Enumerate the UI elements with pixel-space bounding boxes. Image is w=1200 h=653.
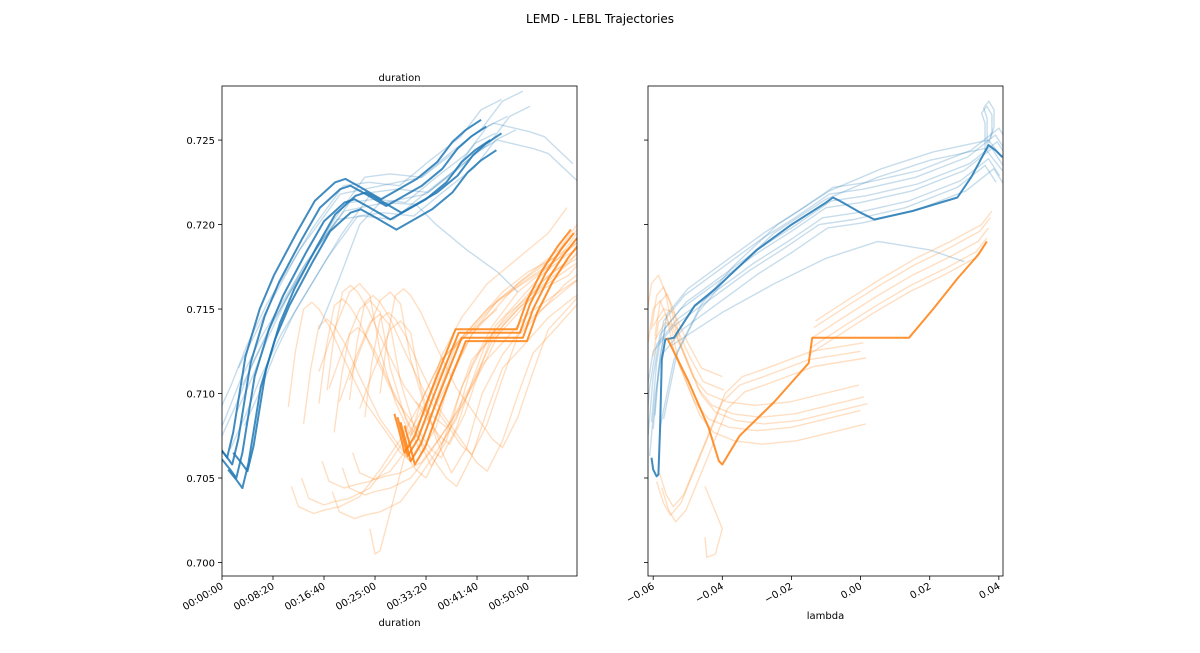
right-series-line-orange (815, 210, 993, 322)
right-series-line-blue (648, 147, 1003, 436)
left-series-line-orange (364, 303, 577, 472)
right-series-line-orange (654, 293, 868, 425)
left-x-tick-label: 00:50:00 (487, 581, 531, 613)
right-series-line-orange (654, 321, 725, 391)
left-series-line-blue (222, 98, 502, 408)
left-series-line-orange (300, 232, 577, 506)
right-series-line-blue (662, 139, 1003, 420)
left-series-line-blue (237, 122, 574, 369)
right-x-tick-label: 0.00 (839, 581, 864, 602)
right-series-line-blue (670, 240, 965, 347)
right-series-line-blue (652, 141, 1003, 430)
right-series-line-orange (658, 342, 864, 508)
right-series-line-orange (666, 240, 988, 466)
right-series-line-orange (655, 350, 861, 516)
right-chart-panel: −0.06 −0.04 −0.02 0.00 0.02 0.04 lambda (625, 85, 1004, 622)
right-series-line-blue (650, 134, 1003, 423)
right-series-line-blue (659, 147, 1003, 428)
left-series-line-orange (318, 207, 568, 437)
right-series-line-blue (648, 164, 997, 388)
right-x-tick-label: −0.06 (625, 581, 657, 606)
right-series-line-blue (982, 100, 995, 147)
left-series-line-blue (243, 105, 531, 426)
left-series-line-orange (326, 248, 577, 445)
left-series-line-blue (241, 139, 577, 386)
figure-title: LEMD - LEBL Trajectories (526, 12, 674, 26)
right-x-tick-label: 0.02 (908, 581, 933, 602)
left-series-line-orange (359, 279, 577, 474)
left-series-line-orange (379, 288, 577, 449)
left-x-tick-label: 00:16:40 (283, 581, 327, 613)
left-y-tick-label: 0.700 (186, 558, 215, 569)
left-x-tick-label: 00:00:00 (181, 581, 225, 613)
left-series-line-orange (348, 242, 577, 445)
left-series-line-orange (403, 244, 577, 466)
right-series-line-orange (648, 299, 861, 432)
left-y-tick-label: 0.715 (186, 305, 215, 316)
left-y-tick-label: 0.720 (186, 221, 215, 232)
left-chart-title: duration (378, 73, 420, 84)
right-series-line-orange (648, 274, 860, 406)
left-series-line-blue (229, 129, 517, 450)
left-series-line-orange (287, 229, 577, 462)
left-x-tick-label: 00:25:00 (334, 581, 378, 613)
left-series-line-orange (333, 294, 577, 488)
right-series-line-blue (648, 158, 1001, 415)
right-series-line-orange (811, 227, 990, 339)
left-x-tick-label: 00:08:20 (232, 581, 276, 613)
right-x-tick-label: 0.04 (978, 581, 1003, 602)
left-series-line-orange (302, 264, 577, 479)
right-series-line-blue (980, 105, 993, 152)
right-series-line-blue (650, 144, 1003, 478)
left-axes-frame (221, 85, 578, 577)
left-x-axis-label: duration (378, 618, 420, 629)
left-series-line-orange (399, 237, 577, 463)
left-series-line-blue (222, 125, 487, 466)
right-series-line-orange (652, 313, 866, 445)
right-plot-area (648, 100, 1003, 559)
left-series-line-orange (328, 224, 577, 454)
left-series-line-orange (351, 253, 577, 481)
right-axes-frame (647, 85, 1004, 577)
left-series-line-orange (341, 262, 577, 496)
right-series-line-orange (661, 357, 866, 523)
right-series-line-orange (810, 237, 988, 349)
left-plot-area (222, 90, 577, 555)
left-series-line-blue (222, 118, 482, 459)
left-x-tick-label: 00:33:20 (385, 581, 429, 613)
right-series-line-blue (654, 127, 1003, 416)
right-x-axis-label: lambda (807, 611, 844, 622)
left-y-tick-label: 0.725 (186, 136, 215, 147)
left-series-line-blue (222, 132, 496, 428)
left-series-line-blue (232, 132, 503, 473)
left-series-line-blue (222, 139, 491, 479)
left-series-line-orange (396, 232, 575, 457)
right-series-line-orange (650, 286, 865, 418)
right-x-tick-label: −0.02 (763, 581, 795, 606)
left-y-tick-label: 0.705 (186, 474, 215, 485)
left-series-line-orange (331, 279, 577, 520)
left-series-line-orange (348, 273, 577, 455)
left-y-tick-label: 0.710 (186, 390, 215, 401)
right-series-line-orange (704, 486, 723, 559)
left-x-tick-label: 00:41:40 (436, 581, 480, 613)
right-x-tick-label: −0.04 (694, 581, 726, 606)
right-series-line-orange (813, 217, 991, 329)
left-series-line-orange (393, 228, 572, 454)
